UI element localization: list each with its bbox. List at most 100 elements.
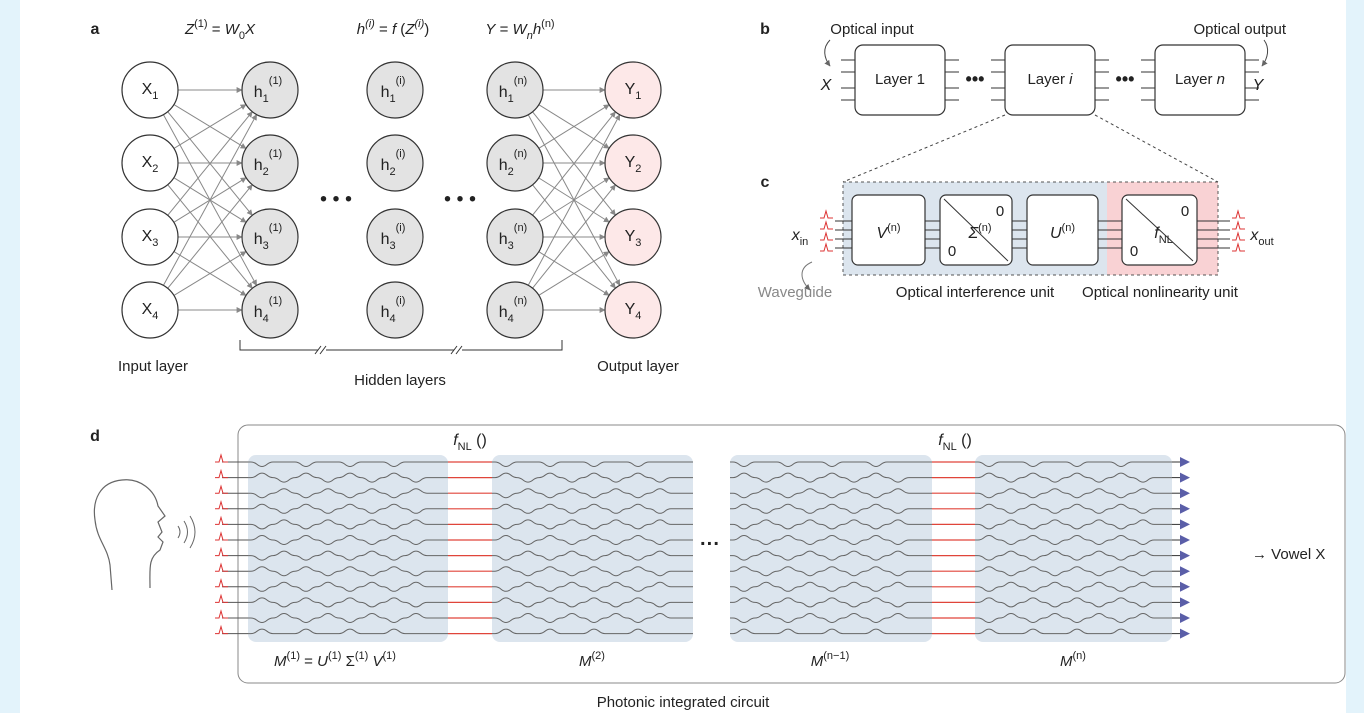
- figure: abcdX1X2X3X4h1(1)h2(1)h3(1)h4(1)h1(i)h2(…: [0, 0, 1364, 713]
- node-sup: (1): [269, 222, 282, 234]
- waveguide-label: Waveguide: [758, 284, 833, 301]
- node-sub: 3: [508, 240, 514, 252]
- node-sub: 4: [635, 310, 641, 322]
- layer-name: Layer i: [1027, 71, 1073, 88]
- node: [487, 135, 543, 191]
- node-sup: (n): [514, 148, 527, 160]
- node-sub: 4: [263, 313, 269, 325]
- zero: 0: [996, 203, 1004, 220]
- text-part: out: [1258, 236, 1273, 248]
- node-sub: 1: [635, 90, 641, 102]
- node: [367, 282, 423, 338]
- node-base: h: [499, 231, 508, 248]
- node-sup: (i): [396, 75, 406, 87]
- node-sub: 1: [152, 90, 158, 102]
- node-sup: (n): [514, 222, 527, 234]
- text-part: U: [317, 653, 328, 670]
- text-part: (): [957, 432, 972, 449]
- text-part: (2): [592, 650, 605, 662]
- node: [367, 62, 423, 118]
- node-sup: (i): [396, 295, 406, 307]
- panel-label: b: [760, 21, 770, 38]
- text-part: Layer: [1027, 71, 1069, 88]
- text-part: (1): [194, 18, 207, 30]
- text-part: (n): [887, 222, 900, 234]
- text-part: U: [1050, 225, 1062, 242]
- layer-label: Output layer: [597, 358, 679, 375]
- zero: 0: [948, 243, 956, 260]
- text-part: =: [208, 21, 225, 38]
- node-sup: (1): [269, 148, 282, 160]
- node-sub: 3: [635, 237, 641, 249]
- panel-label: a: [91, 21, 100, 38]
- text-part: Layer 1: [875, 71, 925, 88]
- text-part: M: [274, 653, 287, 670]
- node: [242, 209, 298, 265]
- text-part: (n): [978, 222, 991, 234]
- text-part: X: [244, 21, 256, 38]
- node-base: h: [254, 84, 263, 101]
- text-part: Layer: [1175, 71, 1217, 88]
- layer-name: Layer 1: [875, 71, 925, 88]
- io-symbol: Y: [1253, 77, 1265, 94]
- node: [487, 62, 543, 118]
- node-sup: (n): [514, 75, 527, 87]
- node-base: h: [381, 304, 390, 321]
- node-base: h: [254, 304, 263, 321]
- text-part: in: [800, 236, 809, 248]
- node: [367, 135, 423, 191]
- node: [487, 282, 543, 338]
- node-sub: 2: [508, 166, 514, 178]
- zero: 0: [1181, 203, 1189, 220]
- node-base: h: [381, 157, 390, 174]
- node-sub: 1: [508, 93, 514, 105]
- node-sub: 2: [635, 163, 641, 175]
- node: [242, 135, 298, 191]
- text-part: NL: [1159, 234, 1173, 246]
- text-part: h: [533, 21, 541, 38]
- node-base: h: [499, 157, 508, 174]
- panel-label: d: [90, 428, 100, 445]
- node-base: Y: [625, 301, 636, 318]
- io-label: Optical input: [830, 21, 914, 38]
- text-part: M: [811, 653, 824, 670]
- node-sub: 3: [263, 240, 269, 252]
- text-part: =: [375, 21, 392, 38]
- node-base: Y: [625, 154, 636, 171]
- text-part: (1): [287, 650, 300, 662]
- unit-label: Optical nonlinearity unit: [1082, 284, 1239, 301]
- node: [242, 282, 298, 338]
- node-sub: 1: [390, 93, 396, 105]
- node-sub: 3: [390, 240, 396, 252]
- io-label: Optical output: [1193, 21, 1286, 38]
- node-sub: 2: [390, 166, 396, 178]
- text-part: =: [300, 653, 317, 670]
- node-base: h: [381, 231, 390, 248]
- text-part: Σ: [341, 653, 354, 670]
- layer-label: Input layer: [118, 358, 188, 375]
- node-sup: (i): [396, 148, 406, 160]
- text-part: ): [424, 21, 429, 38]
- node: [367, 209, 423, 265]
- node-base: h: [499, 84, 508, 101]
- ellipsis: • • •: [444, 188, 476, 210]
- text-part: M: [579, 653, 592, 670]
- text-part: (n): [1062, 222, 1075, 234]
- unit-label: Optical interference unit: [896, 284, 1055, 301]
- ellipsis: • • •: [320, 188, 352, 210]
- caption: Photonic integrated circuit: [597, 694, 770, 711]
- node-sub: 2: [263, 166, 269, 178]
- node-sub: 4: [508, 313, 514, 325]
- text-part: n: [1217, 71, 1225, 88]
- node-base: Y: [625, 228, 636, 245]
- ellipsis: •••: [1116, 69, 1135, 89]
- text-part: (: [396, 21, 405, 38]
- text-part: (n−1): [823, 650, 849, 662]
- node-base: X: [142, 81, 153, 98]
- layer-name: Layer n: [1175, 71, 1225, 88]
- node: [242, 62, 298, 118]
- text-part: NL: [943, 441, 957, 453]
- text-part: (1): [355, 650, 368, 662]
- node-sub: 4: [152, 310, 158, 322]
- node-sup: (1): [269, 295, 282, 307]
